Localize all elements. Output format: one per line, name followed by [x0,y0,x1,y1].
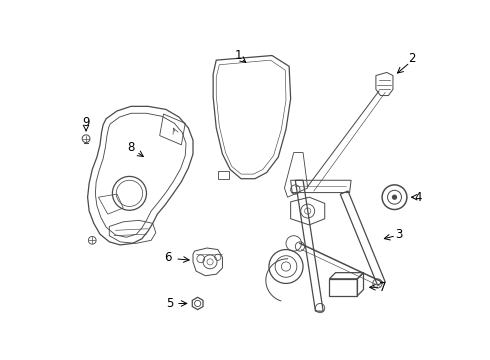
Text: 3: 3 [394,228,402,240]
Text: 5: 5 [166,297,173,310]
Circle shape [392,195,396,199]
Text: 6: 6 [165,251,172,264]
Text: 2: 2 [408,52,416,65]
Text: 1: 1 [234,49,242,62]
Text: 9: 9 [82,116,90,129]
Text: 8: 8 [127,141,135,154]
Bar [329,279,357,296]
Text: 7: 7 [379,281,387,294]
Bar [218,171,229,179]
Text: 4: 4 [414,191,421,204]
